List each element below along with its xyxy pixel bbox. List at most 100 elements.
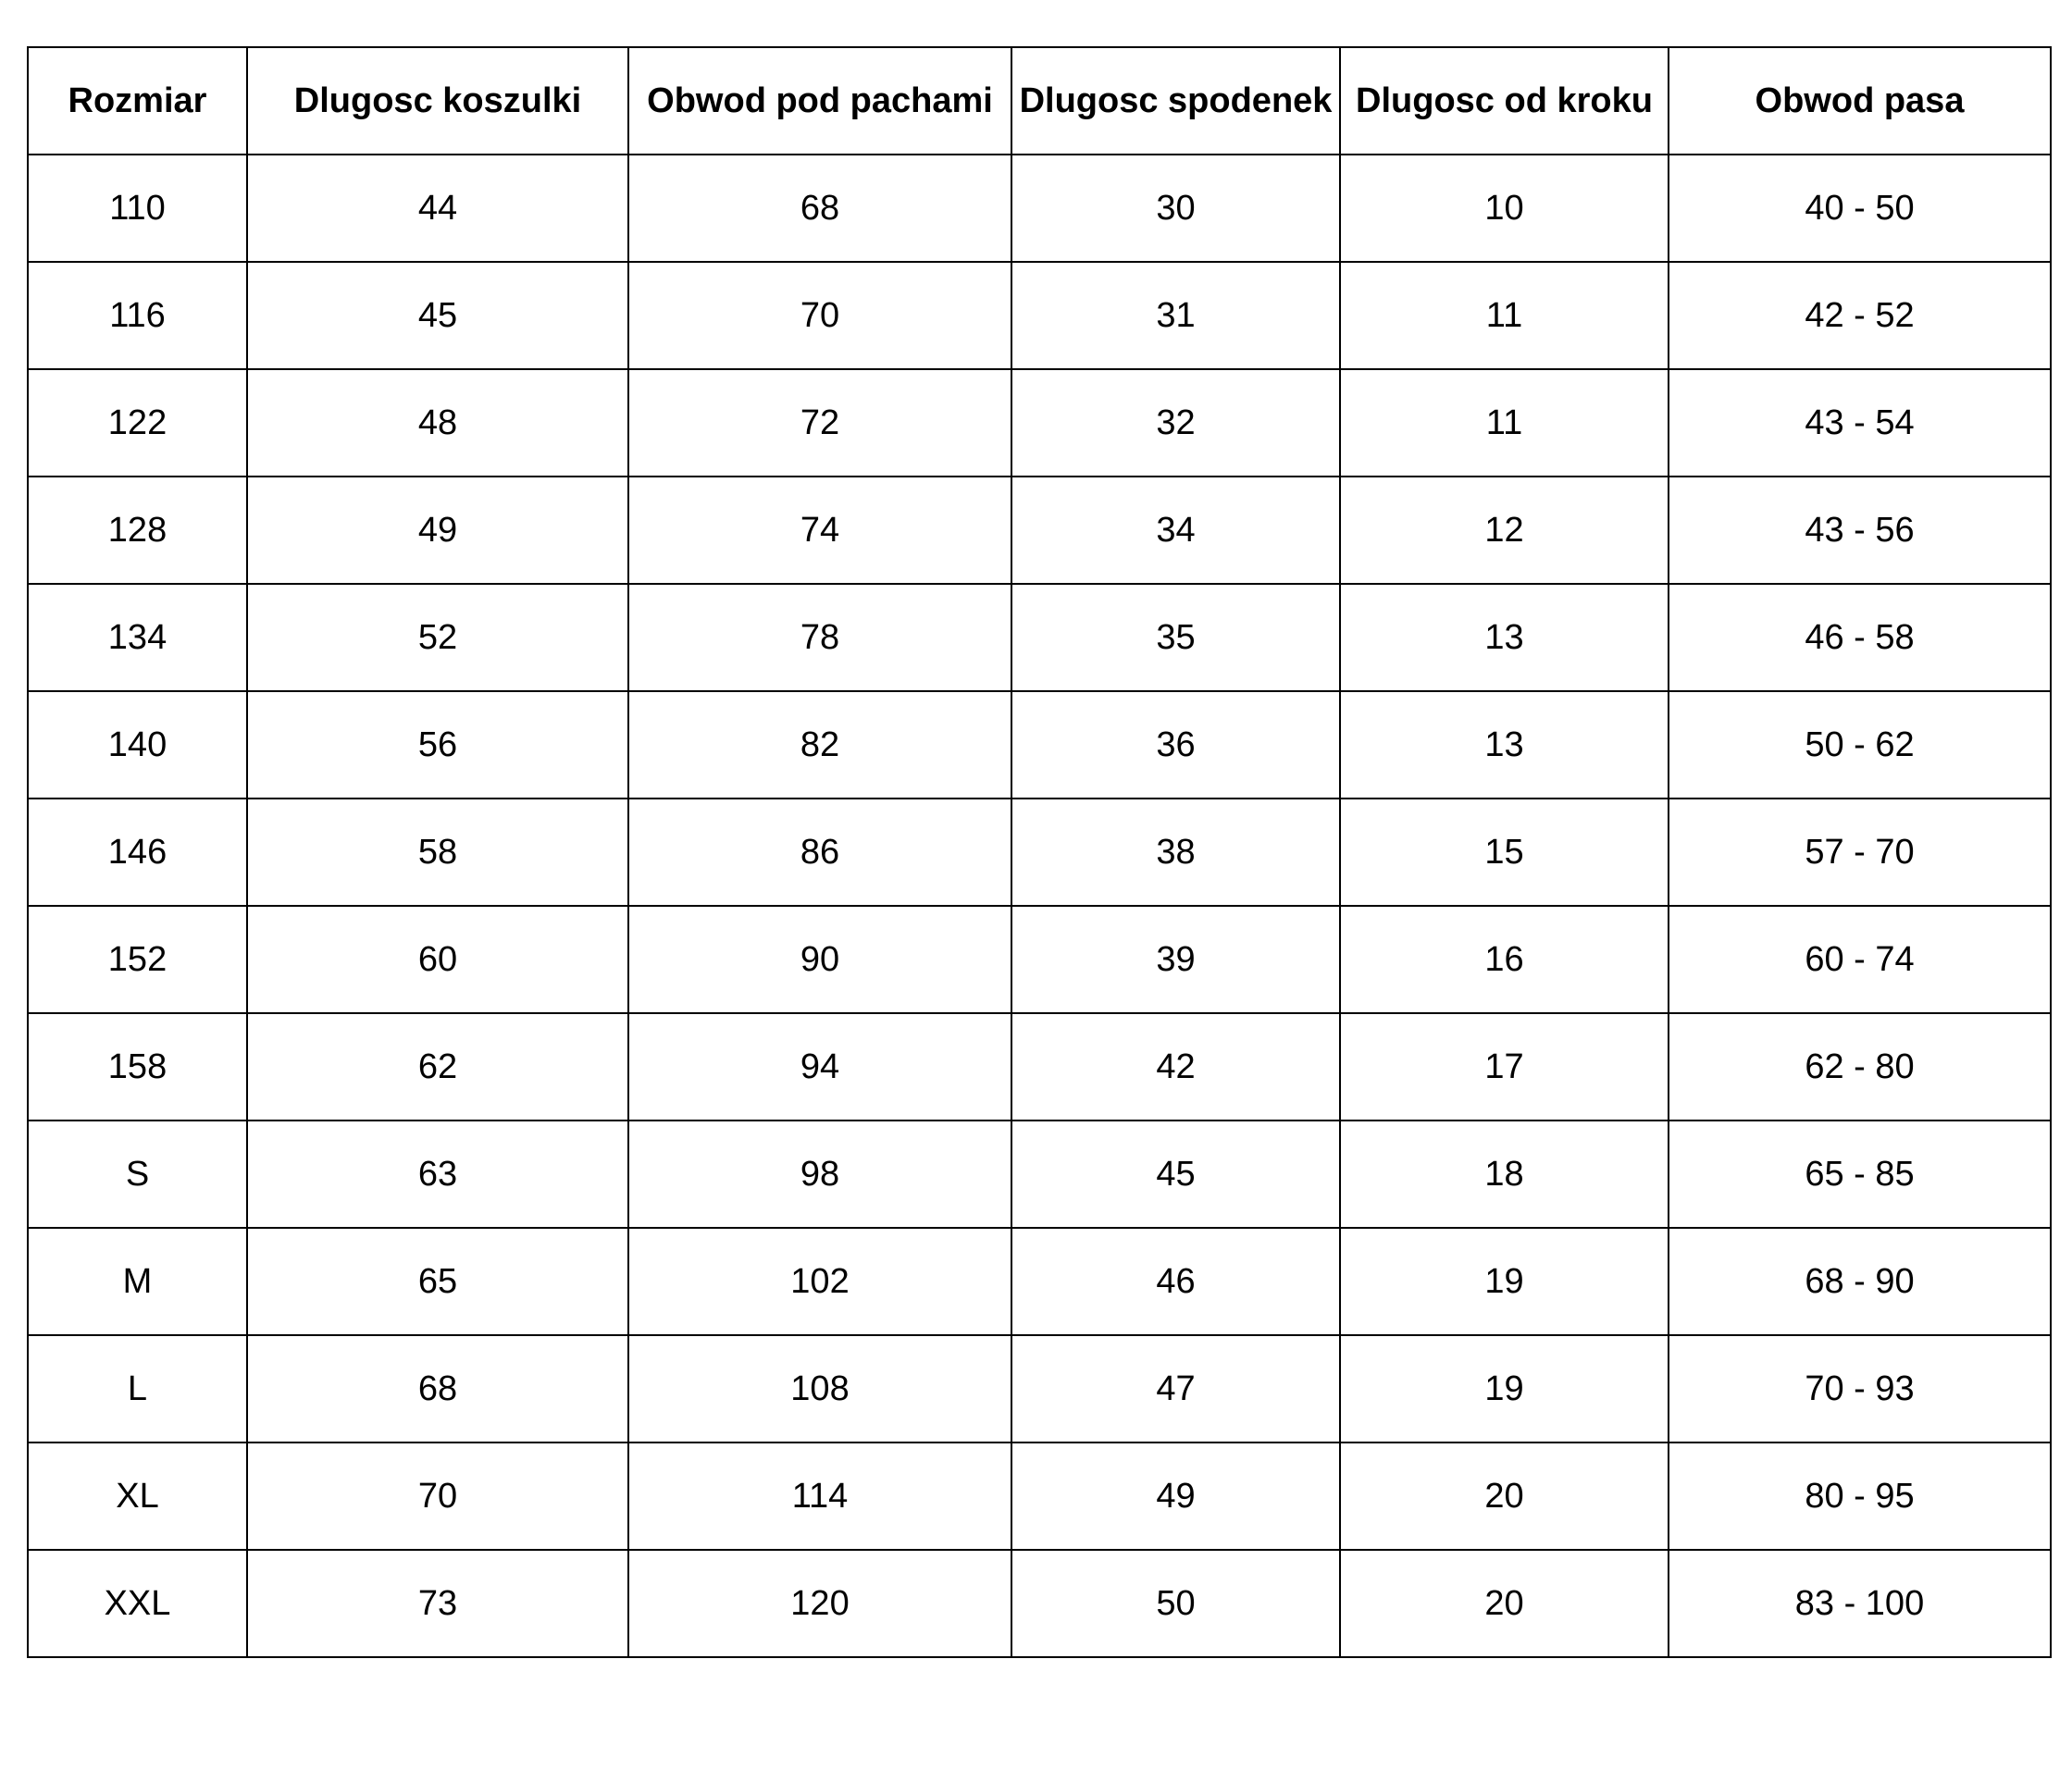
table-cell: 116 bbox=[27, 261, 248, 370]
table-cell: 158 bbox=[27, 1012, 248, 1121]
column-header: Rozmiar bbox=[27, 46, 248, 155]
table-cell: 65 bbox=[246, 1227, 629, 1336]
table-cell: 70 bbox=[627, 261, 1012, 370]
table-cell: 19 bbox=[1339, 1227, 1669, 1336]
table-cell: 78 bbox=[627, 583, 1012, 692]
table-cell: 42 bbox=[1011, 1012, 1341, 1121]
table-row: 146 58 86 38 15 57 - 70 bbox=[27, 798, 2052, 907]
table-cell: 86 bbox=[627, 798, 1012, 907]
table-cell: 94 bbox=[627, 1012, 1012, 1121]
table-cell: 46 - 58 bbox=[1668, 583, 2052, 692]
table-row: 152 60 90 39 16 60 - 74 bbox=[27, 905, 2052, 1014]
table-cell: M bbox=[27, 1227, 248, 1336]
table-cell: 128 bbox=[27, 476, 248, 585]
table-cell: 82 bbox=[627, 690, 1012, 799]
table-row: 134 52 78 35 13 46 - 58 bbox=[27, 583, 2052, 692]
table-cell: 65 - 85 bbox=[1668, 1120, 2052, 1229]
column-header: Obwod pod pachami bbox=[627, 46, 1012, 155]
table-cell: 108 bbox=[627, 1334, 1012, 1443]
table-cell: 98 bbox=[627, 1120, 1012, 1229]
table-cell: 68 bbox=[246, 1334, 629, 1443]
table-row: 140 56 82 36 13 50 - 62 bbox=[27, 690, 2052, 799]
table-cell: 31 bbox=[1011, 261, 1341, 370]
table-cell: 15 bbox=[1339, 798, 1669, 907]
header-row: Rozmiar Dlugosc koszulki Obwod pod pachami… bbox=[27, 46, 2052, 155]
table-cell: 30 bbox=[1011, 154, 1341, 263]
table-row: 158 62 94 42 17 62 - 80 bbox=[27, 1012, 2052, 1121]
table-cell: 50 bbox=[1011, 1549, 1341, 1658]
table-cell: 13 bbox=[1339, 583, 1669, 692]
table-cell: 12 bbox=[1339, 476, 1669, 585]
table-cell: 73 bbox=[246, 1549, 629, 1658]
table-cell: 68 bbox=[627, 154, 1012, 263]
table-cell: 20 bbox=[1339, 1442, 1669, 1551]
table-cell: 134 bbox=[27, 583, 248, 692]
table-cell: 32 bbox=[1011, 368, 1341, 477]
table-cell: 45 bbox=[1011, 1120, 1341, 1229]
table-cell: 52 bbox=[246, 583, 629, 692]
table-cell: 60 - 74 bbox=[1668, 905, 2052, 1014]
column-header: Dlugosc spodenek bbox=[1011, 46, 1341, 155]
table-cell: 140 bbox=[27, 690, 248, 799]
table-row: L 68 108 47 19 70 - 93 bbox=[27, 1334, 2052, 1443]
table-cell: 122 bbox=[27, 368, 248, 477]
table-cell: 48 bbox=[246, 368, 629, 477]
table-cell: 110 bbox=[27, 154, 248, 263]
table-cell: 114 bbox=[627, 1442, 1012, 1551]
table-row: 116 45 70 31 11 42 - 52 bbox=[27, 261, 2052, 370]
table-row: 128 49 74 34 12 43 - 56 bbox=[27, 476, 2052, 585]
table-cell: 83 - 100 bbox=[1668, 1549, 2052, 1658]
table-cell: 19 bbox=[1339, 1334, 1669, 1443]
table-cell: XXL bbox=[27, 1549, 248, 1658]
table-cell: S bbox=[27, 1120, 248, 1229]
table-cell: 74 bbox=[627, 476, 1012, 585]
table-cell: 49 bbox=[1011, 1442, 1341, 1551]
table-cell: 35 bbox=[1011, 583, 1341, 692]
size-table: Rozmiar Dlugosc koszulki Obwod pod pachami… bbox=[27, 46, 2052, 1658]
column-header: Obwod pasa bbox=[1668, 46, 2052, 155]
table-cell: 11 bbox=[1339, 368, 1669, 477]
table-cell: 58 bbox=[246, 798, 629, 907]
table-cell: 10 bbox=[1339, 154, 1669, 263]
table-cell: 40 - 50 bbox=[1668, 154, 2052, 263]
table-cell: 46 bbox=[1011, 1227, 1341, 1336]
table-cell: 120 bbox=[627, 1549, 1012, 1658]
table-cell: 49 bbox=[246, 476, 629, 585]
table-cell: 56 bbox=[246, 690, 629, 799]
table-cell: 16 bbox=[1339, 905, 1669, 1014]
table-cell: XL bbox=[27, 1442, 248, 1551]
table-cell: 43 - 54 bbox=[1668, 368, 2052, 477]
table-cell: 72 bbox=[627, 368, 1012, 477]
table-cell: 70 bbox=[246, 1442, 629, 1551]
table-cell: 80 - 95 bbox=[1668, 1442, 2052, 1551]
table-cell: 43 - 56 bbox=[1668, 476, 2052, 585]
table-cell: 36 bbox=[1011, 690, 1341, 799]
table-cell: 11 bbox=[1339, 261, 1669, 370]
table-cell: 146 bbox=[27, 798, 248, 907]
table-cell: L bbox=[27, 1334, 248, 1443]
table-cell: 152 bbox=[27, 905, 248, 1014]
table-cell: 34 bbox=[1011, 476, 1341, 585]
table-cell: 45 bbox=[246, 261, 629, 370]
table-cell: 70 - 93 bbox=[1668, 1334, 2052, 1443]
table-row: M 65 102 46 19 68 - 90 bbox=[27, 1227, 2052, 1336]
table-cell: 50 - 62 bbox=[1668, 690, 2052, 799]
table-cell: 62 bbox=[246, 1012, 629, 1121]
table-cell: 42 - 52 bbox=[1668, 261, 2052, 370]
table-cell: 57 - 70 bbox=[1668, 798, 2052, 907]
table-row: XL 70 114 49 20 80 - 95 bbox=[27, 1442, 2052, 1551]
table-cell: 17 bbox=[1339, 1012, 1669, 1121]
table-row: S 63 98 45 18 65 - 85 bbox=[27, 1120, 2052, 1229]
table-cell: 63 bbox=[246, 1120, 629, 1229]
table-cell: 68 - 90 bbox=[1668, 1227, 2052, 1336]
table-cell: 18 bbox=[1339, 1120, 1669, 1229]
table-cell: 47 bbox=[1011, 1334, 1341, 1443]
table-row: 122 48 72 32 11 43 - 54 bbox=[27, 368, 2052, 477]
table-cell: 90 bbox=[627, 905, 1012, 1014]
table-row: 110 44 68 30 10 40 - 50 bbox=[27, 154, 2052, 263]
table-cell: 20 bbox=[1339, 1549, 1669, 1658]
table-row: XXL 73 120 50 20 83 - 100 bbox=[27, 1549, 2052, 1658]
table-cell: 13 bbox=[1339, 690, 1669, 799]
table-cell: 60 bbox=[246, 905, 629, 1014]
table-cell: 62 - 80 bbox=[1668, 1012, 2052, 1121]
